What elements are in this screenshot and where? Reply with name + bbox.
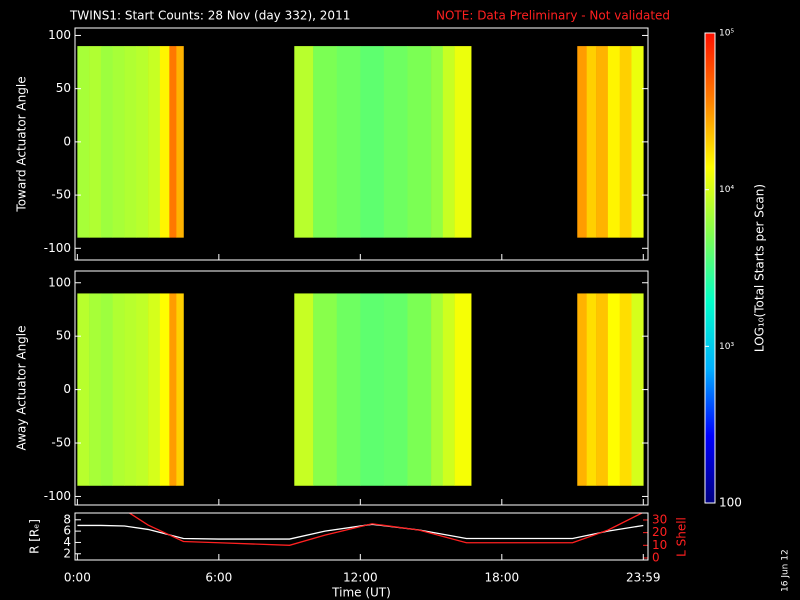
heatmap-cell [169, 293, 177, 486]
y-tick-label: 6 [63, 524, 71, 538]
y2-label: L Shell [675, 517, 689, 557]
heatmap-cell [294, 46, 314, 238]
heatmap-cell [607, 46, 621, 238]
heatmap-cell [100, 293, 114, 486]
heatmap-cell [619, 46, 632, 238]
heatmap-cell [619, 293, 632, 486]
heatmap-cell [586, 293, 597, 486]
heatmap-cell [100, 46, 114, 238]
heatmap-cell [336, 46, 361, 238]
chart-title: TWINS1: Start Counts: 28 Nov (day 332), … [69, 9, 350, 23]
y-tick-label: -50 [51, 436, 71, 450]
plot-area [77, 513, 644, 546]
heatmap-cell [176, 293, 184, 486]
x-label: Time (UT) [331, 586, 391, 600]
colorbar-tick-label: 10⁵ [719, 29, 734, 39]
y-tick-label: 2 [63, 546, 71, 560]
heatmap-cell [631, 293, 644, 486]
y-tick-label: 8 [63, 512, 71, 526]
line [128, 513, 644, 546]
y2-tick-label: 0 [652, 550, 660, 564]
y-tick-label: -100 [44, 489, 71, 503]
heatmap-cell [89, 293, 102, 486]
heatmap-cell [148, 46, 161, 238]
y-label: R [Rₑ] [28, 519, 42, 554]
y-tick-label: 100 [48, 275, 71, 289]
heatmap-cell [454, 293, 472, 486]
heatmap-cell [294, 293, 314, 486]
y-tick-label: 50 [56, 329, 71, 343]
heatmap-cell [631, 46, 644, 238]
heatmap-cell [336, 293, 361, 486]
x-tick-label: 23:59 [626, 571, 661, 585]
heatmap-cell [313, 46, 338, 238]
heatmap-cell [431, 46, 444, 238]
heatmap-cell [454, 46, 472, 238]
heatmap-cell [159, 46, 170, 238]
heatmap-cell [442, 293, 455, 486]
heatmap-cell [112, 46, 125, 238]
heatmap-cell [169, 46, 177, 238]
heatmap-cell [77, 293, 90, 486]
x-tick-label: 18:00 [485, 571, 520, 585]
y-tick-label: 100 [48, 28, 71, 42]
heatmap-cell [586, 46, 597, 238]
heatmap-cell [176, 46, 184, 238]
y-tick-label: -50 [51, 188, 71, 202]
date-stamp: 16 Jun 12 [781, 549, 791, 592]
y-tick-label: -100 [44, 241, 71, 255]
y-tick-label: 50 [56, 81, 71, 95]
colorbar-tick-label: 10³ [719, 342, 734, 352]
axes-frame [74, 512, 649, 561]
heatmap-cell [383, 46, 408, 238]
heatmap-cell [136, 46, 149, 238]
heatmap-cell [431, 293, 444, 486]
heatmap-cell [577, 293, 587, 486]
heatmap-cell [360, 293, 385, 486]
colorbar [704, 32, 716, 504]
axes-frame [74, 27, 649, 261]
y2-tick-label: 30 [652, 512, 667, 526]
heatmap-cell [383, 293, 408, 486]
heatmap-cell [124, 46, 137, 238]
heatmap-cell [596, 293, 609, 486]
heatmap-cell [596, 46, 609, 238]
heatmap-cell [77, 46, 90, 238]
heatmap-cell [159, 293, 170, 486]
heatmap-cell [89, 46, 102, 238]
y-label: Toward Actuator Angle [15, 76, 29, 212]
y-tick-label: 4 [63, 535, 71, 549]
heatmap-cell [442, 46, 455, 238]
heatmap-cell [360, 46, 385, 238]
colorbar-tick-label: 100 [719, 496, 742, 510]
heatmap-cell [407, 46, 432, 238]
y2-tick-label: 20 [652, 525, 667, 539]
x-tick-label: 0:00 [64, 571, 91, 585]
heatmap-cell [577, 46, 587, 238]
y2-tick-label: 10 [652, 538, 667, 552]
colorbar-tick-label: 10⁴ [719, 185, 734, 195]
line [77, 523, 644, 540]
heatmap-cell [124, 293, 137, 486]
heatmap-cell [112, 293, 125, 486]
axes-frame [74, 270, 649, 506]
note: NOTE: Data Preliminary - Not validated [436, 9, 670, 23]
x-tick-label: 12:00 [343, 571, 378, 585]
x-tick-label: 6:00 [205, 571, 232, 585]
y-tick-label: 0 [63, 382, 71, 396]
heatmap-cell [607, 293, 621, 486]
y-label: Away Actuator Angle [15, 325, 29, 450]
heatmap-cell [407, 293, 432, 486]
colorbar-label: LOG₁₀(Total Starts per Scan) [753, 184, 767, 352]
heatmap-cell [148, 293, 161, 486]
heatmap-cell [313, 293, 338, 486]
y-tick-label: 0 [63, 134, 71, 148]
heatmap-cell [136, 293, 149, 486]
